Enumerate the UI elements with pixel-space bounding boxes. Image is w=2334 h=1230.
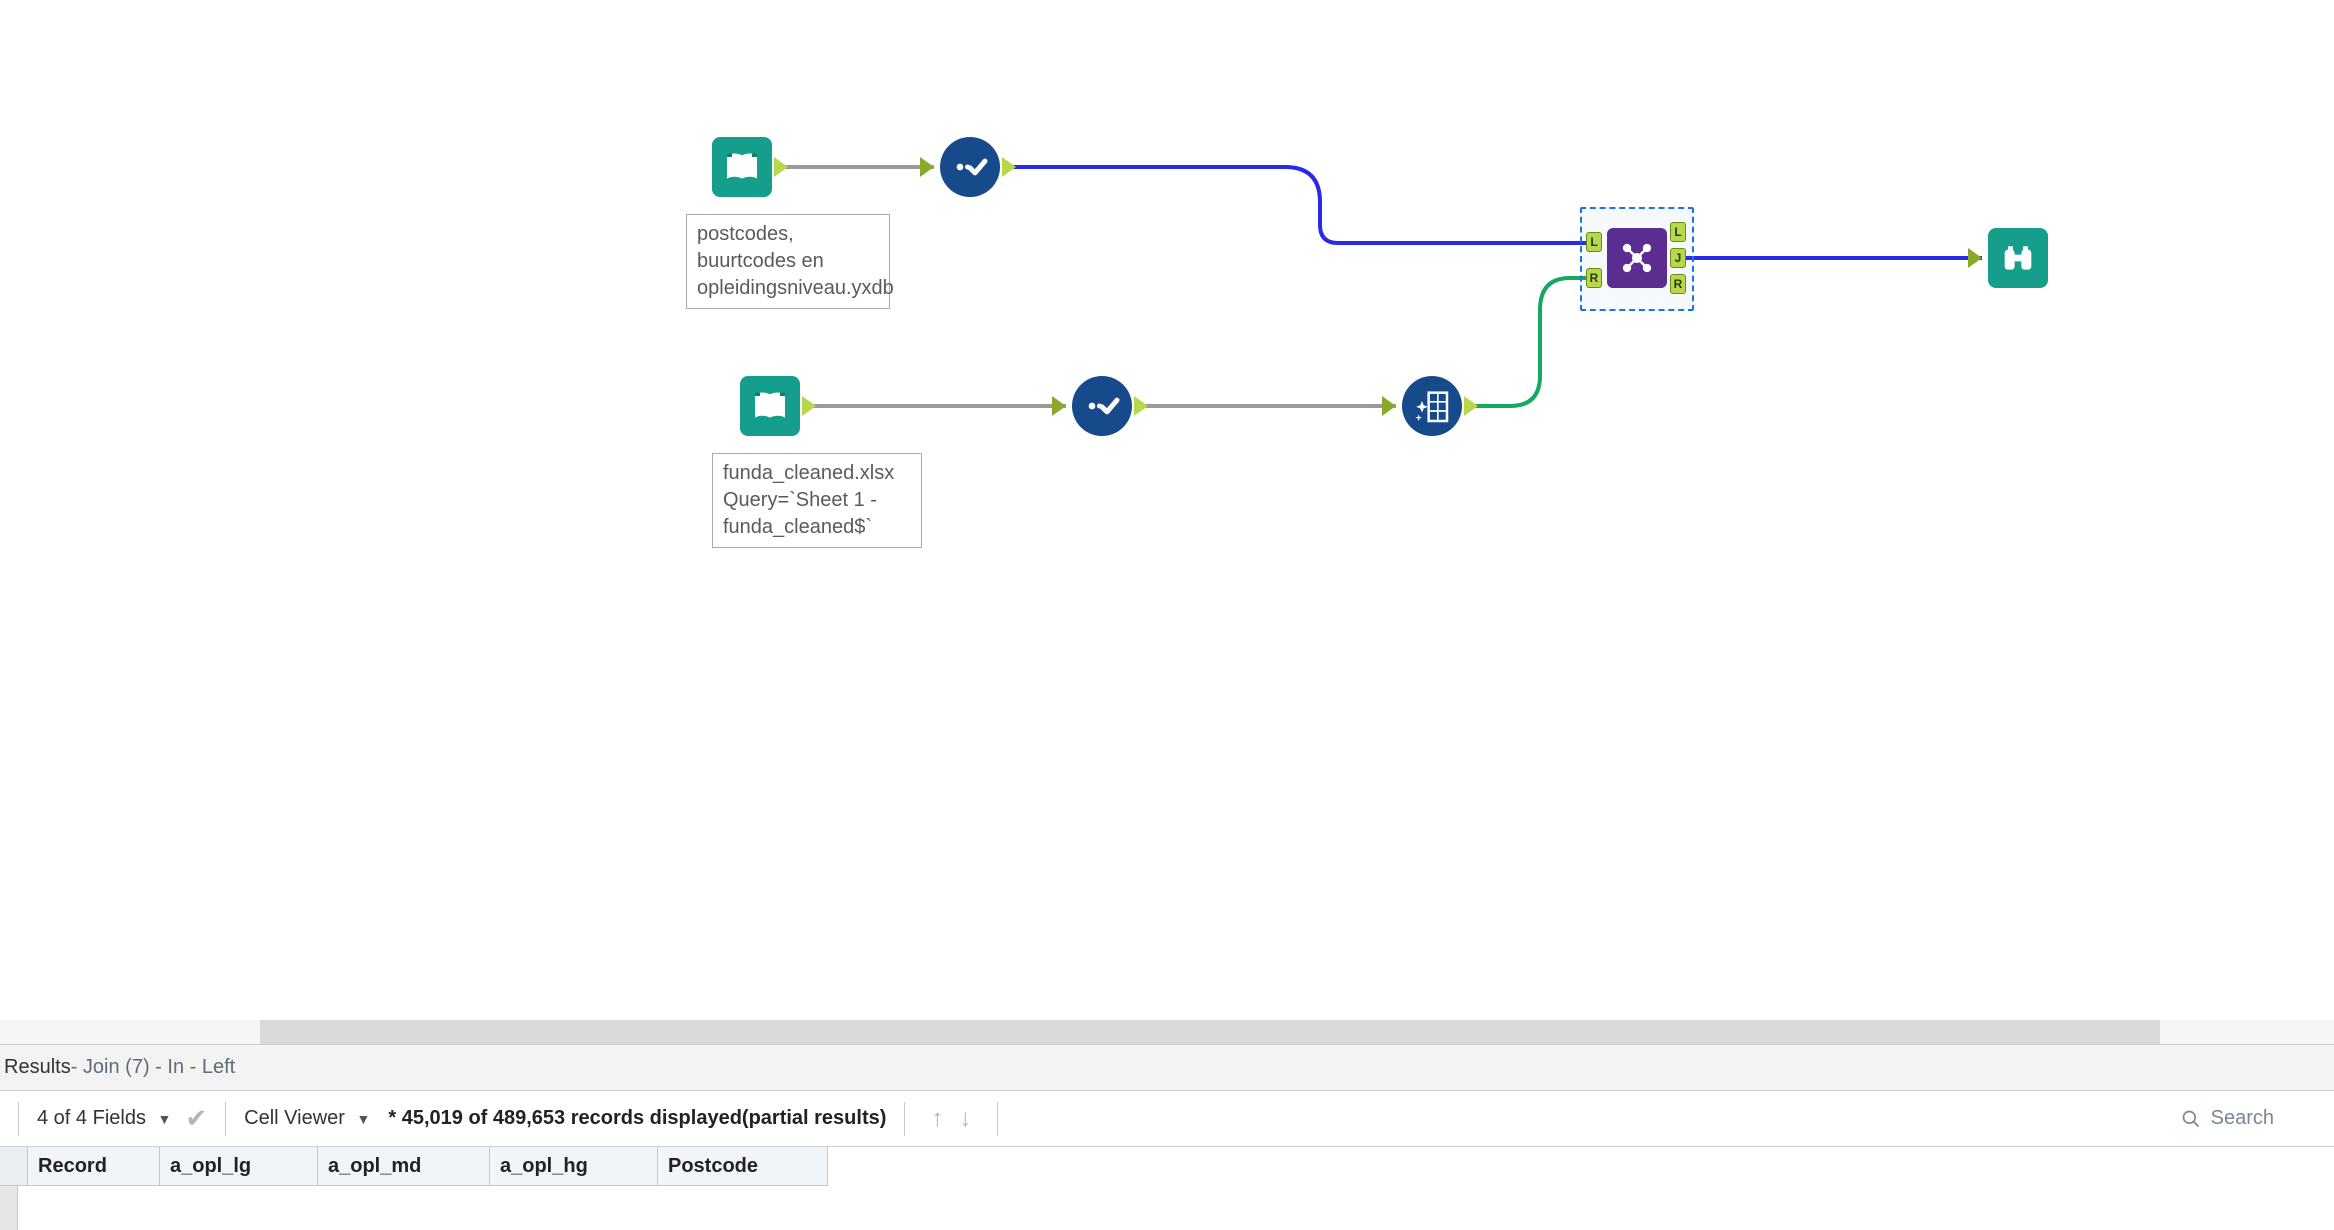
output-port[interactable] <box>802 396 816 416</box>
cell-viewer-dropdown[interactable]: Cell Viewer ▼ <box>244 1107 370 1130</box>
join-network-icon <box>1617 238 1657 278</box>
join-tool[interactable] <box>1607 228 1667 288</box>
book-open-icon <box>750 386 790 426</box>
output-port[interactable] <box>1134 396 1148 416</box>
fields-dropdown[interactable]: 4 of 4 Fields ▼ <box>37 1107 171 1130</box>
go-down-icon[interactable]: ↓ <box>959 1105 971 1133</box>
annotation-input2: funda_cleaned.xlsxQuery=`Sheet 1 - funda… <box>712 453 922 548</box>
join-anchor-out-R[interactable]: R <box>1670 274 1686 294</box>
horizontal-scrollbar[interactable] <box>0 1020 2334 1044</box>
chevron-down-icon: ▼ <box>158 1111 172 1127</box>
search-box[interactable]: Search <box>2181 1107 2274 1130</box>
results-toolbar: 4 of 4 Fields ▼ ✔ Cell Viewer ▼ * 45,019… <box>0 1090 2334 1146</box>
book-open-icon <box>722 147 762 187</box>
results-context: - Join (7) - In - Left <box>71 1056 236 1079</box>
results-label: Results <box>4 1056 71 1079</box>
column-header[interactable]: a_opl_hg <box>490 1147 658 1186</box>
select-check-icon <box>1082 386 1122 426</box>
cell-viewer-label: Cell Viewer <box>244 1107 345 1129</box>
output-port[interactable] <box>1464 396 1478 416</box>
column-header[interactable]: Record <box>28 1147 160 1186</box>
data-cleansing-tool[interactable] <box>1402 376 1462 436</box>
wires-layer <box>0 0 2334 1020</box>
table-corner[interactable] <box>0 1147 28 1186</box>
output-port[interactable] <box>1002 157 1016 177</box>
column-header[interactable]: a_opl_lg <box>160 1147 318 1186</box>
go-up-icon[interactable]: ↑ <box>931 1105 943 1133</box>
input-port[interactable] <box>1382 396 1396 416</box>
binoculars-icon <box>1998 238 2038 278</box>
column-header[interactable]: a_opl_md <box>318 1147 490 1186</box>
input-port[interactable] <box>920 157 934 177</box>
select-check-icon <box>950 147 990 187</box>
fields-label: 4 of 4 Fields <box>37 1107 146 1129</box>
join-anchor-R[interactable]: R <box>1586 268 1602 288</box>
workflow-canvas[interactable]: postcodes, buurtcodes en opleidingsnivea… <box>0 0 2334 1020</box>
column-header[interactable]: Postcode <box>658 1147 828 1186</box>
input-port[interactable] <box>1052 396 1066 416</box>
apply-check-icon[interactable]: ✔ <box>185 1103 207 1134</box>
select-tool-2[interactable] <box>1072 376 1132 436</box>
input-tool-1[interactable] <box>712 137 772 197</box>
search-placeholder: Search <box>2211 1107 2274 1130</box>
sparkle-grid-icon <box>1412 386 1452 426</box>
output-port[interactable] <box>774 157 788 177</box>
annotation-input1: postcodes, buurtcodes en opleidingsnivea… <box>686 214 890 309</box>
scrollbar-thumb[interactable] <box>260 1020 2160 1044</box>
records-status: * 45,019 of 489,653 records displayed(pa… <box>388 1107 886 1130</box>
chevron-down-icon: ▼ <box>357 1111 371 1127</box>
join-anchor-out-L[interactable]: L <box>1670 222 1686 242</box>
browse-tool[interactable] <box>1988 228 2048 288</box>
input-port[interactable] <box>1968 248 1982 268</box>
search-icon <box>2181 1109 2201 1129</box>
results-panel-header: Results - Join (7) - In - Left <box>0 1044 2334 1090</box>
join-anchor-out-J[interactable]: J <box>1670 248 1686 268</box>
select-tool-1[interactable] <box>940 137 1000 197</box>
results-table-header: Recorda_opl_lga_opl_mda_opl_hgPostcode <box>0 1146 2334 1186</box>
join-anchor-L[interactable]: L <box>1586 232 1602 252</box>
input-tool-2[interactable] <box>740 376 800 436</box>
